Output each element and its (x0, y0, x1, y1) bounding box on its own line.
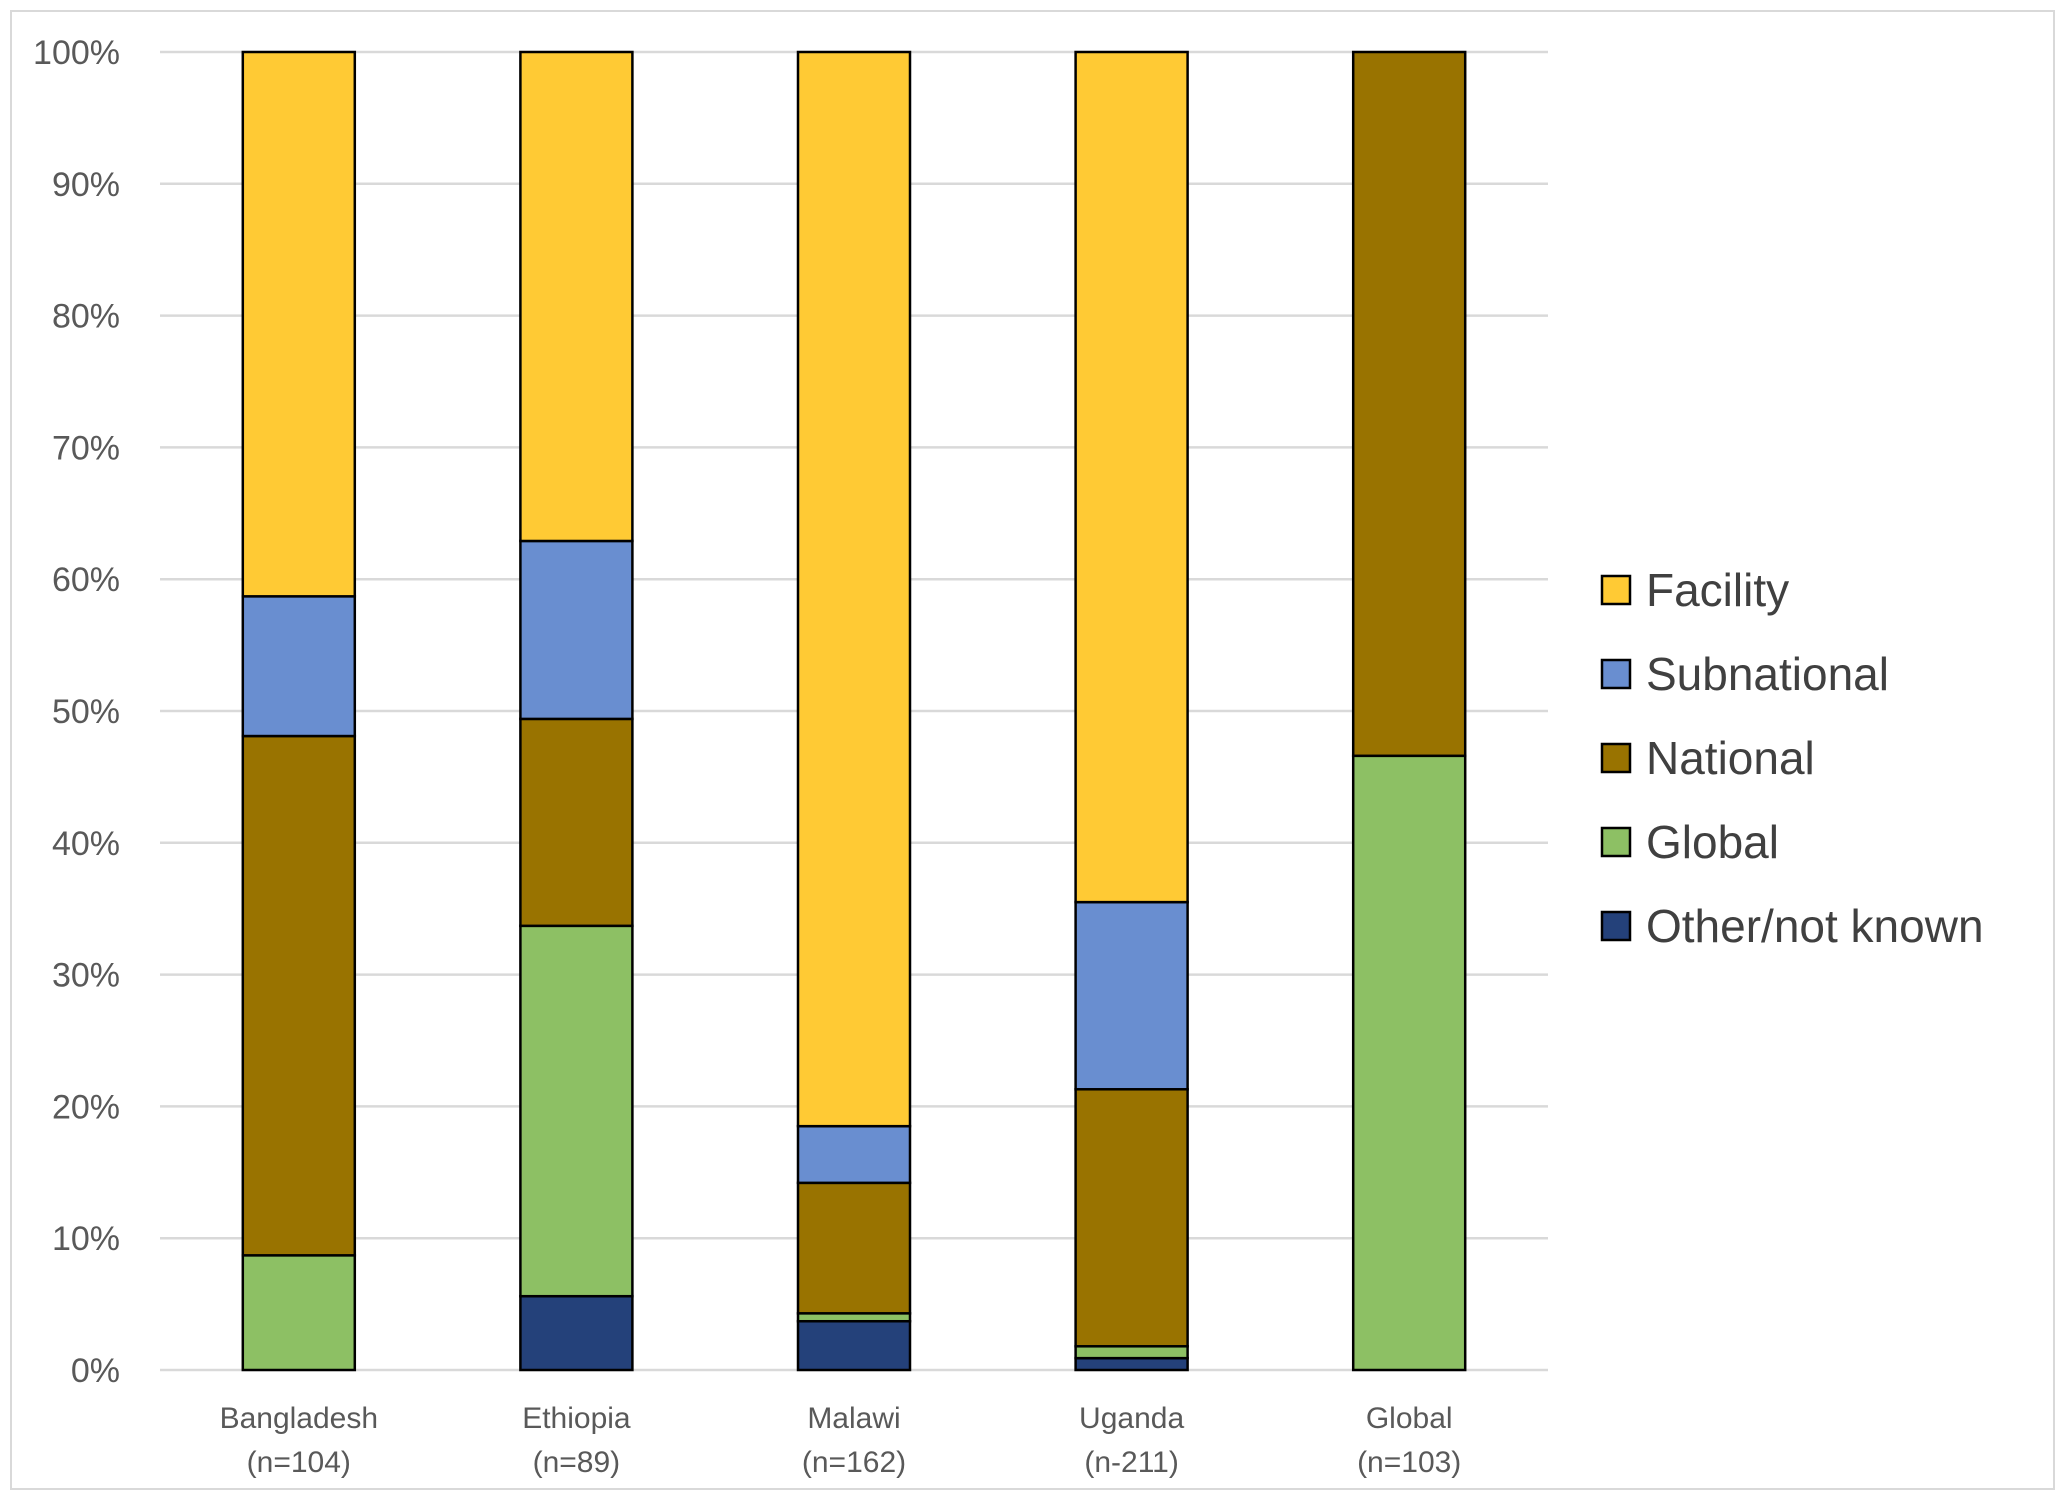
y-tick-label: 80% (52, 298, 120, 336)
bar-segment-national (798, 1183, 910, 1313)
bar-segment-facility (798, 52, 910, 1126)
x-category-count: (n=104) (247, 1446, 351, 1479)
y-tick-label: 60% (52, 561, 120, 599)
legend-swatch (1602, 660, 1630, 688)
y-tick-label: 40% (52, 825, 120, 863)
legend: Facility Subnational National Global Other/n… (1602, 564, 1984, 952)
legend-swatch (1602, 576, 1630, 604)
legend-item-facility: Facility (1602, 564, 1789, 616)
bar-segment-global (1353, 756, 1465, 1370)
bar-segment-facility (1076, 52, 1188, 902)
bar-segment-facility (243, 52, 355, 596)
y-tick-label: 30% (52, 957, 120, 995)
legend-label: Global (1646, 816, 1779, 868)
legend-item-national: National (1602, 732, 1815, 784)
bar-segment-global (243, 1255, 355, 1370)
x-category-label: Ethiopia (522, 1402, 631, 1435)
bar-segment-subnational (243, 596, 355, 736)
bar-segment-facility (520, 52, 632, 541)
y-tick-label: 50% (52, 693, 120, 731)
legend-label: National (1646, 732, 1815, 784)
bar-segment-other-not-known (1076, 1358, 1188, 1370)
x-category-count: (n-211) (1084, 1446, 1178, 1479)
x-category-label: Global (1366, 1402, 1453, 1435)
legend-item-global: Global (1602, 816, 1779, 868)
x-category-count: (n=103) (1357, 1446, 1461, 1479)
bar-stack-malawi (798, 52, 910, 1370)
bar-segment-subnational (798, 1126, 910, 1183)
bar-stack-bangladesh (243, 52, 355, 1370)
legend-item-other-not-known: Other/not known (1602, 900, 1984, 952)
x-axis-category-labels: Bangladesh (n=104) Ethiopia (n=89) Malawi (n=… (220, 1402, 1462, 1479)
bar-segment-national (1076, 1089, 1188, 1346)
y-tick-label: 100% (33, 34, 120, 72)
legend-swatch (1602, 744, 1630, 772)
y-axis-tick-labels: 0% 10% 20% 30% 40% 50% 60% 70% 80% 90% 100% (33, 34, 120, 1390)
bar-segment-subnational (520, 541, 632, 719)
x-category-label: Malawi (807, 1402, 900, 1435)
legend-label: Other/not known (1646, 900, 1984, 952)
bar-segment-subnational (1076, 902, 1188, 1089)
bar-segment-global (520, 926, 632, 1296)
y-tick-label: 10% (52, 1220, 120, 1258)
y-tick-label: 20% (52, 1088, 120, 1126)
bar-segment-other-not-known (798, 1321, 910, 1370)
legend-swatch (1602, 828, 1630, 856)
bar-segment-national (1353, 52, 1465, 756)
bar-stack-uganda (1076, 52, 1188, 1370)
x-category-label: Bangladesh (220, 1402, 378, 1435)
legend-swatch (1602, 912, 1630, 940)
bar-segment-national (520, 719, 632, 926)
bar-stack-ethiopia (520, 52, 632, 1370)
y-tick-label: 90% (52, 166, 120, 204)
bar-segment-global (1076, 1346, 1188, 1358)
y-tick-label: 70% (52, 429, 120, 467)
legend-item-subnational: Subnational (1602, 648, 1889, 700)
x-category-count: (n=89) (533, 1446, 621, 1479)
bar-segment-other-not-known (520, 1296, 632, 1370)
bar-segment-national (243, 736, 355, 1255)
x-category-label: Uganda (1079, 1402, 1184, 1435)
y-tick-label: 0% (71, 1352, 120, 1390)
legend-label: Subnational (1646, 648, 1889, 700)
x-category-count: (n=162) (802, 1446, 906, 1479)
legend-label: Facility (1646, 564, 1789, 616)
bar-stack-global (1353, 52, 1465, 1370)
